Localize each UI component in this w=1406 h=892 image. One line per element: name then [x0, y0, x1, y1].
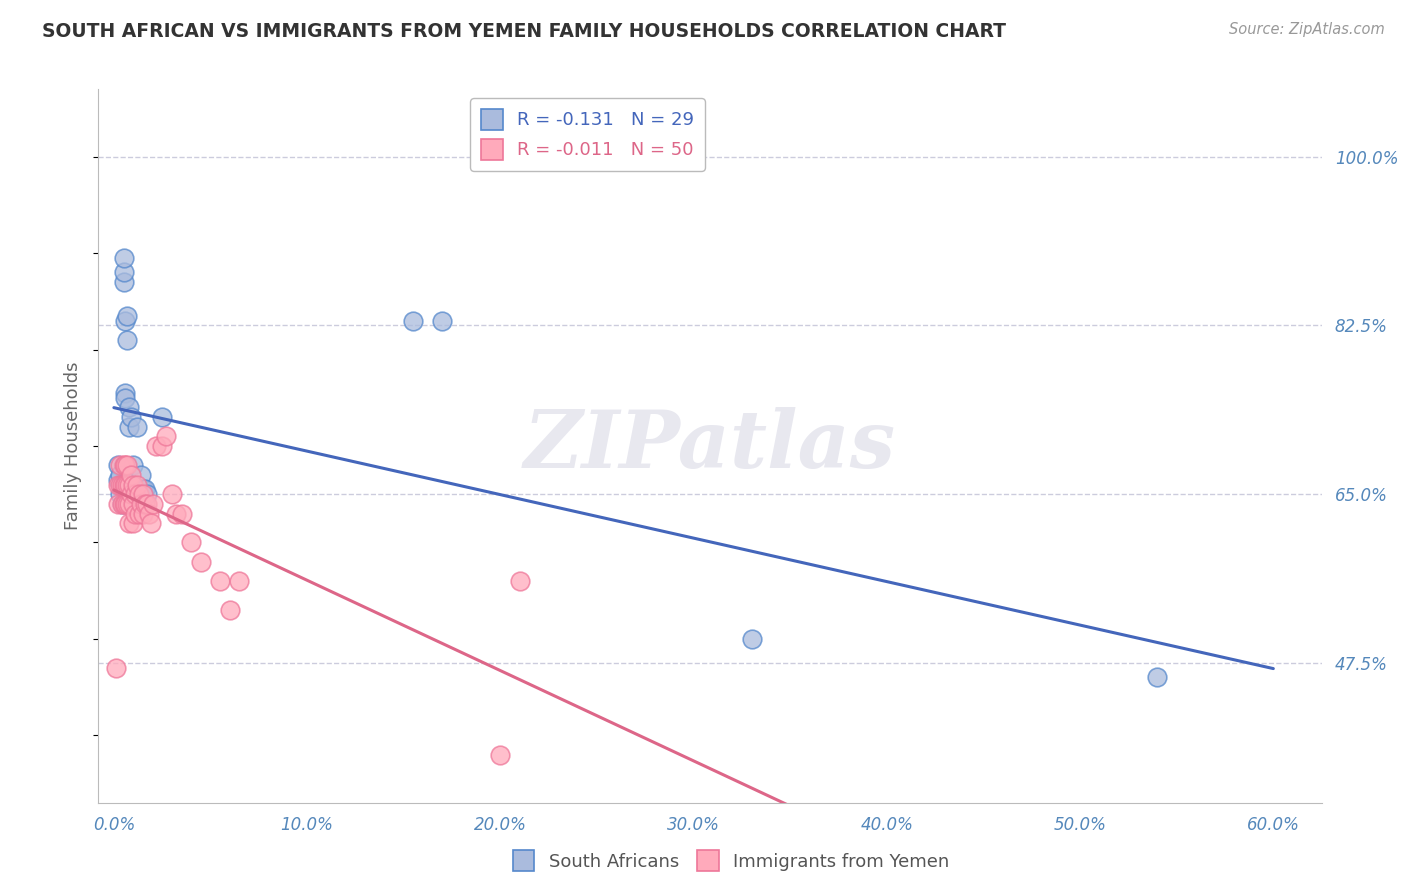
Text: Source: ZipAtlas.com: Source: ZipAtlas.com — [1229, 22, 1385, 37]
Point — [108, 467, 131, 482]
Point — [122, 458, 145, 473]
Point — [124, 507, 146, 521]
Point — [114, 497, 136, 511]
Point — [128, 507, 150, 521]
Point — [150, 439, 173, 453]
Point — [124, 487, 146, 501]
Point — [134, 497, 156, 511]
Point — [509, 574, 531, 588]
Point — [118, 477, 141, 491]
Point — [117, 333, 139, 347]
Point — [118, 419, 141, 434]
Point — [180, 535, 202, 549]
Point — [114, 391, 136, 405]
Point — [112, 275, 135, 289]
Point — [110, 477, 132, 491]
Point — [122, 477, 145, 491]
Point — [110, 497, 132, 511]
Point — [110, 497, 132, 511]
Point — [218, 603, 240, 617]
Point — [150, 410, 173, 425]
Point — [112, 477, 135, 491]
Point — [118, 497, 141, 511]
Point — [432, 313, 454, 327]
Point — [118, 401, 141, 415]
Point — [139, 516, 162, 530]
Point — [114, 313, 136, 327]
Point — [117, 477, 139, 491]
Point — [402, 313, 425, 327]
Point — [489, 747, 512, 762]
Point — [107, 477, 129, 491]
Point — [1146, 670, 1168, 684]
Point — [741, 632, 763, 646]
Point — [190, 555, 212, 569]
Point — [112, 458, 135, 473]
Point — [120, 410, 142, 425]
Point — [135, 497, 157, 511]
Point — [104, 661, 127, 675]
Point — [117, 497, 139, 511]
Point — [141, 497, 163, 511]
Point — [125, 419, 148, 434]
Point — [165, 507, 187, 521]
Point — [117, 309, 139, 323]
Legend: South Africans, Immigrants from Yemen: South Africans, Immigrants from Yemen — [506, 843, 956, 879]
Point — [122, 516, 145, 530]
Point — [132, 487, 155, 501]
Point — [110, 477, 132, 491]
Text: ZIPatlas: ZIPatlas — [524, 408, 896, 484]
Point — [114, 477, 136, 491]
Point — [134, 483, 156, 497]
Point — [120, 467, 142, 482]
Legend: R = -0.131   N = 29, R = -0.011   N = 50: R = -0.131 N = 29, R = -0.011 N = 50 — [471, 98, 704, 170]
Point — [112, 265, 135, 279]
Point — [120, 487, 142, 501]
Point — [117, 458, 139, 473]
Point — [107, 497, 129, 511]
Point — [129, 467, 152, 482]
Point — [108, 477, 131, 491]
Point — [118, 516, 141, 530]
Point — [108, 458, 131, 473]
Point — [135, 487, 157, 501]
Text: SOUTH AFRICAN VS IMMIGRANTS FROM YEMEN FAMILY HOUSEHOLDS CORRELATION CHART: SOUTH AFRICAN VS IMMIGRANTS FROM YEMEN F… — [42, 22, 1007, 41]
Point — [129, 497, 152, 511]
Point — [114, 386, 136, 401]
Point — [112, 251, 135, 265]
Point — [132, 483, 155, 497]
Y-axis label: Family Households: Family Households — [65, 362, 83, 530]
Point — [170, 507, 193, 521]
Point — [228, 574, 250, 588]
Point — [138, 507, 160, 521]
Point — [160, 487, 183, 501]
Point — [209, 574, 232, 588]
Point — [125, 477, 148, 491]
Point — [122, 477, 145, 491]
Point — [107, 473, 129, 487]
Point — [128, 487, 150, 501]
Point — [107, 458, 129, 473]
Point — [112, 497, 135, 511]
Point — [122, 497, 145, 511]
Point — [132, 507, 155, 521]
Point — [114, 458, 136, 473]
Point — [108, 487, 131, 501]
Point — [145, 439, 167, 453]
Point — [155, 429, 177, 443]
